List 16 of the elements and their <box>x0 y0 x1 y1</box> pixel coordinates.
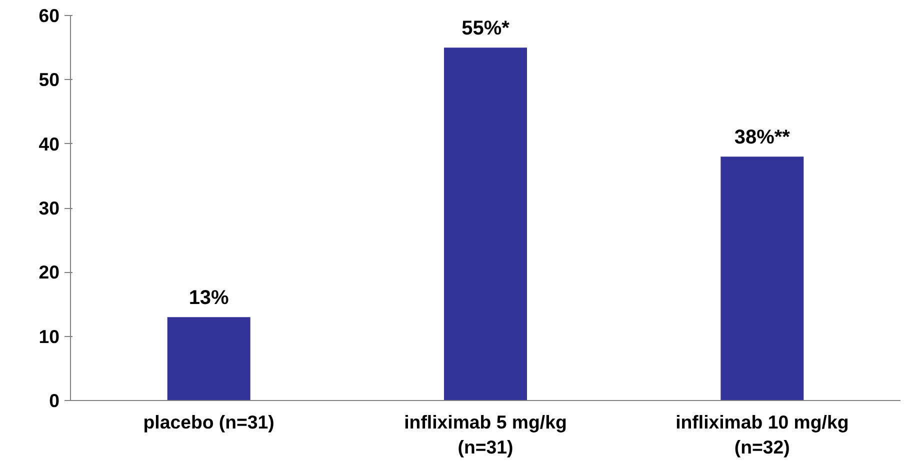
data-label: 13% <box>188 287 230 310</box>
y-tick-label: 20 <box>38 262 60 283</box>
bar <box>720 156 804 400</box>
y-tick-label: 10 <box>38 326 60 347</box>
y-tick-label: 60 <box>38 5 60 26</box>
data-label: 55%* <box>462 18 510 40</box>
x-tick-label: infliximab 5 mg/kg (n=31) <box>404 412 567 458</box>
bar <box>444 48 527 400</box>
y-tick-label: 40 <box>38 133 60 154</box>
y-tick-label: 0 <box>49 390 60 411</box>
data-label: 38%** <box>734 126 790 149</box>
y-tick-label: 50 <box>38 69 60 90</box>
x-tick-label: infliximab 10 mg/kg (n=32) <box>676 412 849 458</box>
x-tick-label: placebo (n=31) <box>143 412 274 432</box>
bar <box>167 317 250 400</box>
y-tick-label: 30 <box>38 198 60 218</box>
